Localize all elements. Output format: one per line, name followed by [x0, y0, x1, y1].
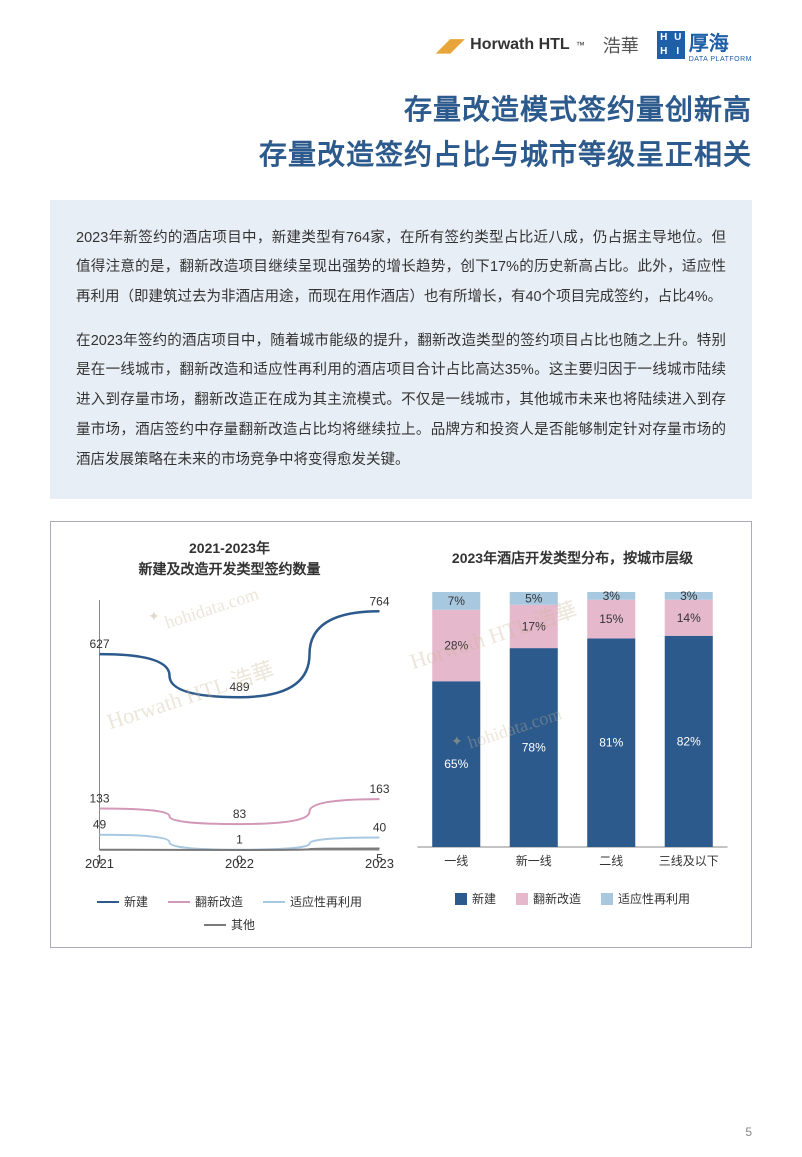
page-number: 5 [745, 1125, 752, 1139]
svg-text:二线: 二线 [599, 854, 623, 868]
horwath-text: Horwath HTL [470, 36, 570, 54]
svg-text:489: 489 [229, 681, 249, 695]
svg-text:3%: 3% [603, 589, 621, 603]
svg-text:一线: 一线 [444, 854, 468, 868]
svg-text:49: 49 [93, 818, 107, 832]
svg-text:三线及以下: 三线及以下 [659, 854, 719, 868]
svg-text:1: 1 [96, 853, 103, 867]
bar-chart-legend: 新建 翻新改造 适应性再利用 [406, 890, 739, 907]
header-logos: ◢◤ Horwath HTL ™ 浩華 H U H I 厚海 DATA PLAT… [50, 30, 752, 60]
legend-item: 新建 [97, 893, 148, 910]
svg-text:65%: 65% [444, 757, 468, 771]
svg-text:163: 163 [369, 782, 389, 796]
legend-item: 新建 [455, 890, 496, 907]
charts-container: 2021-2023年 新建及改造开发类型签约数量 202120222023627… [50, 521, 752, 948]
paragraph-1: 2023年新签约的酒店项目中，新建类型有764家，在所有签约类型占比近八成，仍占… [76, 224, 726, 313]
horwath-triangle-icon: ◢◤ [436, 36, 464, 54]
svg-text:83: 83 [233, 807, 247, 821]
svg-text:14%: 14% [677, 611, 701, 625]
svg-text:15%: 15% [599, 612, 623, 626]
svg-text:17%: 17% [522, 620, 546, 634]
svg-text:28%: 28% [444, 639, 468, 653]
svg-text:0: 0 [236, 853, 243, 867]
info-box: 2023年新签约的酒店项目中，新建类型有764家，在所有签约类型占比近八成，仍占… [50, 200, 752, 500]
logo-haohua: 浩華 [603, 32, 639, 58]
svg-text:627: 627 [89, 637, 109, 651]
title-line-2: 存量改造签约占比与城市等级呈正相关 [50, 133, 752, 178]
line-chart-title: 2021-2023年 新建及改造开发类型签约数量 [63, 538, 396, 580]
bar-chart-column: 2023年酒店开发类型分布，按城市层级 65% 28% 7% 一线 78% 17% 5% 新一… [406, 538, 739, 933]
svg-text:82%: 82% [677, 735, 701, 749]
svg-text:3%: 3% [680, 589, 698, 603]
svg-text:78%: 78% [522, 741, 546, 755]
svg-text:7%: 7% [448, 594, 466, 608]
line-chart-legend: 新建 翻新改造 适应性再利用其他 [63, 893, 396, 933]
legend-item: 翻新改造 [516, 890, 581, 907]
svg-text:新一线: 新一线 [516, 853, 552, 868]
bar-chart-title: 2023年酒店开发类型分布，按城市层级 [406, 548, 739, 569]
svg-text:5: 5 [376, 852, 383, 866]
legend-item: 翻新改造 [168, 893, 243, 910]
line-chart-svg: 2021202220236274897641338316349140105 [63, 590, 396, 880]
svg-text:133: 133 [89, 792, 109, 806]
title-block: 存量改造模式签约量创新高 存量改造签约占比与城市等级呈正相关 [50, 88, 752, 178]
logo-houhai: H U H I 厚海 DATA PLATFORM [657, 27, 752, 63]
houhai-square-icon: H U H I [657, 31, 685, 59]
houhai-sub: DATA PLATFORM [689, 56, 752, 63]
legend-item: 适应性再利用 [263, 893, 362, 910]
svg-text:40: 40 [373, 821, 387, 835]
line-chart-column: 2021-2023年 新建及改造开发类型签约数量 202120222023627… [63, 538, 396, 933]
houhai-text: 厚海 [689, 27, 752, 56]
title-line-1: 存量改造模式签约量创新高 [50, 88, 752, 133]
svg-text:5%: 5% [525, 592, 543, 606]
svg-text:81%: 81% [599, 736, 623, 750]
svg-text:1: 1 [236, 833, 243, 847]
svg-text:764: 764 [369, 595, 389, 609]
legend-item: 其他 [204, 916, 255, 933]
logo-horwath: ◢◤ Horwath HTL ™ [436, 36, 584, 54]
bar-chart-svg: 65% 28% 7% 一线 78% 17% 5% 新一线 81% 15% 3% 二线 82% 14% 3% 三… [406, 587, 739, 877]
legend-item: 适应性再利用 [601, 890, 690, 907]
paragraph-2: 在2023年签约的酒店项目中，随着城市能级的提升，翻新改造类型的签约项目占比也随… [76, 327, 726, 476]
